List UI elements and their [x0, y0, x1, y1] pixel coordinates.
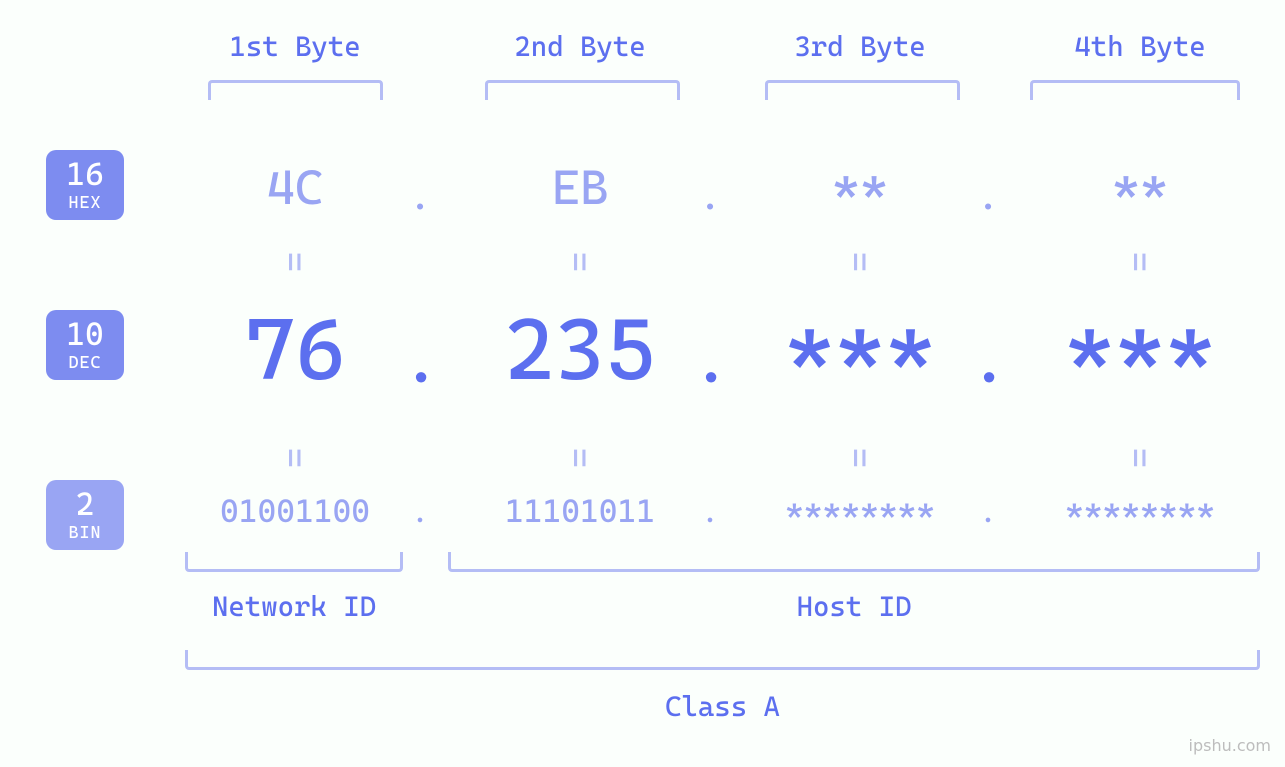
- label-network-id: Network ID: [185, 590, 403, 623]
- equals-2-2: =: [560, 438, 600, 478]
- dot-hex-2: .: [690, 170, 730, 219]
- dot-dec-3: .: [968, 315, 1008, 399]
- bin-byte-3: ********: [740, 492, 980, 530]
- badge-dec: 10 DEC: [46, 310, 124, 380]
- equals-1-2: =: [560, 242, 600, 282]
- dot-bin-2: .: [690, 492, 730, 530]
- dot-dec-2: .: [690, 315, 730, 399]
- bracket-host-id: [448, 552, 1260, 572]
- badge-bin-lbl: BIN: [69, 524, 102, 542]
- dot-hex-1: .: [400, 170, 440, 219]
- equals-1-3: =: [840, 242, 880, 282]
- byte-label-2: 2nd Byte: [460, 30, 700, 63]
- ip-address-diagram: 16 HEX 10 DEC 2 BIN 1st Byte 2nd Byte 3r…: [0, 0, 1285, 767]
- dot-bin-3: .: [968, 492, 1008, 530]
- bin-byte-1: 01001100: [180, 492, 410, 530]
- equals-2-4: =: [1120, 438, 1160, 478]
- bracket-byte-3: [765, 80, 960, 100]
- label-host-id: Host ID: [448, 590, 1260, 623]
- dot-hex-3: .: [968, 170, 1008, 219]
- bin-byte-4: ********: [1020, 492, 1260, 530]
- badge-hex: 16 HEX: [46, 150, 124, 220]
- bracket-byte-2: [485, 80, 680, 100]
- bracket-class: [185, 650, 1260, 670]
- byte-label-4: 4th Byte: [1020, 30, 1260, 63]
- hex-byte-4: **: [1020, 160, 1260, 216]
- hex-byte-3: **: [740, 160, 980, 216]
- byte-label-3: 3rd Byte: [740, 30, 980, 63]
- label-class: Class A: [185, 690, 1260, 723]
- badge-dec-lbl: DEC: [69, 354, 102, 372]
- badge-bin: 2 BIN: [46, 480, 124, 550]
- equals-2-3: =: [840, 438, 880, 478]
- badge-bin-num: 2: [76, 488, 95, 522]
- bin-byte-2: 11101011: [460, 492, 700, 530]
- badge-hex-lbl: HEX: [69, 194, 102, 212]
- dot-bin-1: .: [400, 492, 440, 530]
- dec-byte-2: 235: [460, 300, 700, 400]
- dec-byte-4: ***: [1020, 300, 1260, 400]
- bracket-byte-1: [208, 80, 383, 100]
- hex-byte-2: EB: [460, 160, 700, 216]
- dot-dec-1: .: [400, 315, 440, 399]
- equals-1-1: =: [275, 242, 315, 282]
- dec-byte-1: 76: [180, 300, 410, 400]
- bracket-network-id: [185, 552, 403, 572]
- byte-label-1: 1st Byte: [180, 30, 410, 63]
- equals-1-4: =: [1120, 242, 1160, 282]
- bracket-byte-4: [1030, 80, 1240, 100]
- dec-byte-3: ***: [740, 300, 980, 400]
- badge-hex-num: 16: [66, 158, 104, 192]
- watermark: ipshu.com: [1189, 736, 1271, 755]
- equals-2-1: =: [275, 438, 315, 478]
- hex-byte-1: 4C: [180, 160, 410, 216]
- badge-dec-num: 10: [66, 318, 104, 352]
